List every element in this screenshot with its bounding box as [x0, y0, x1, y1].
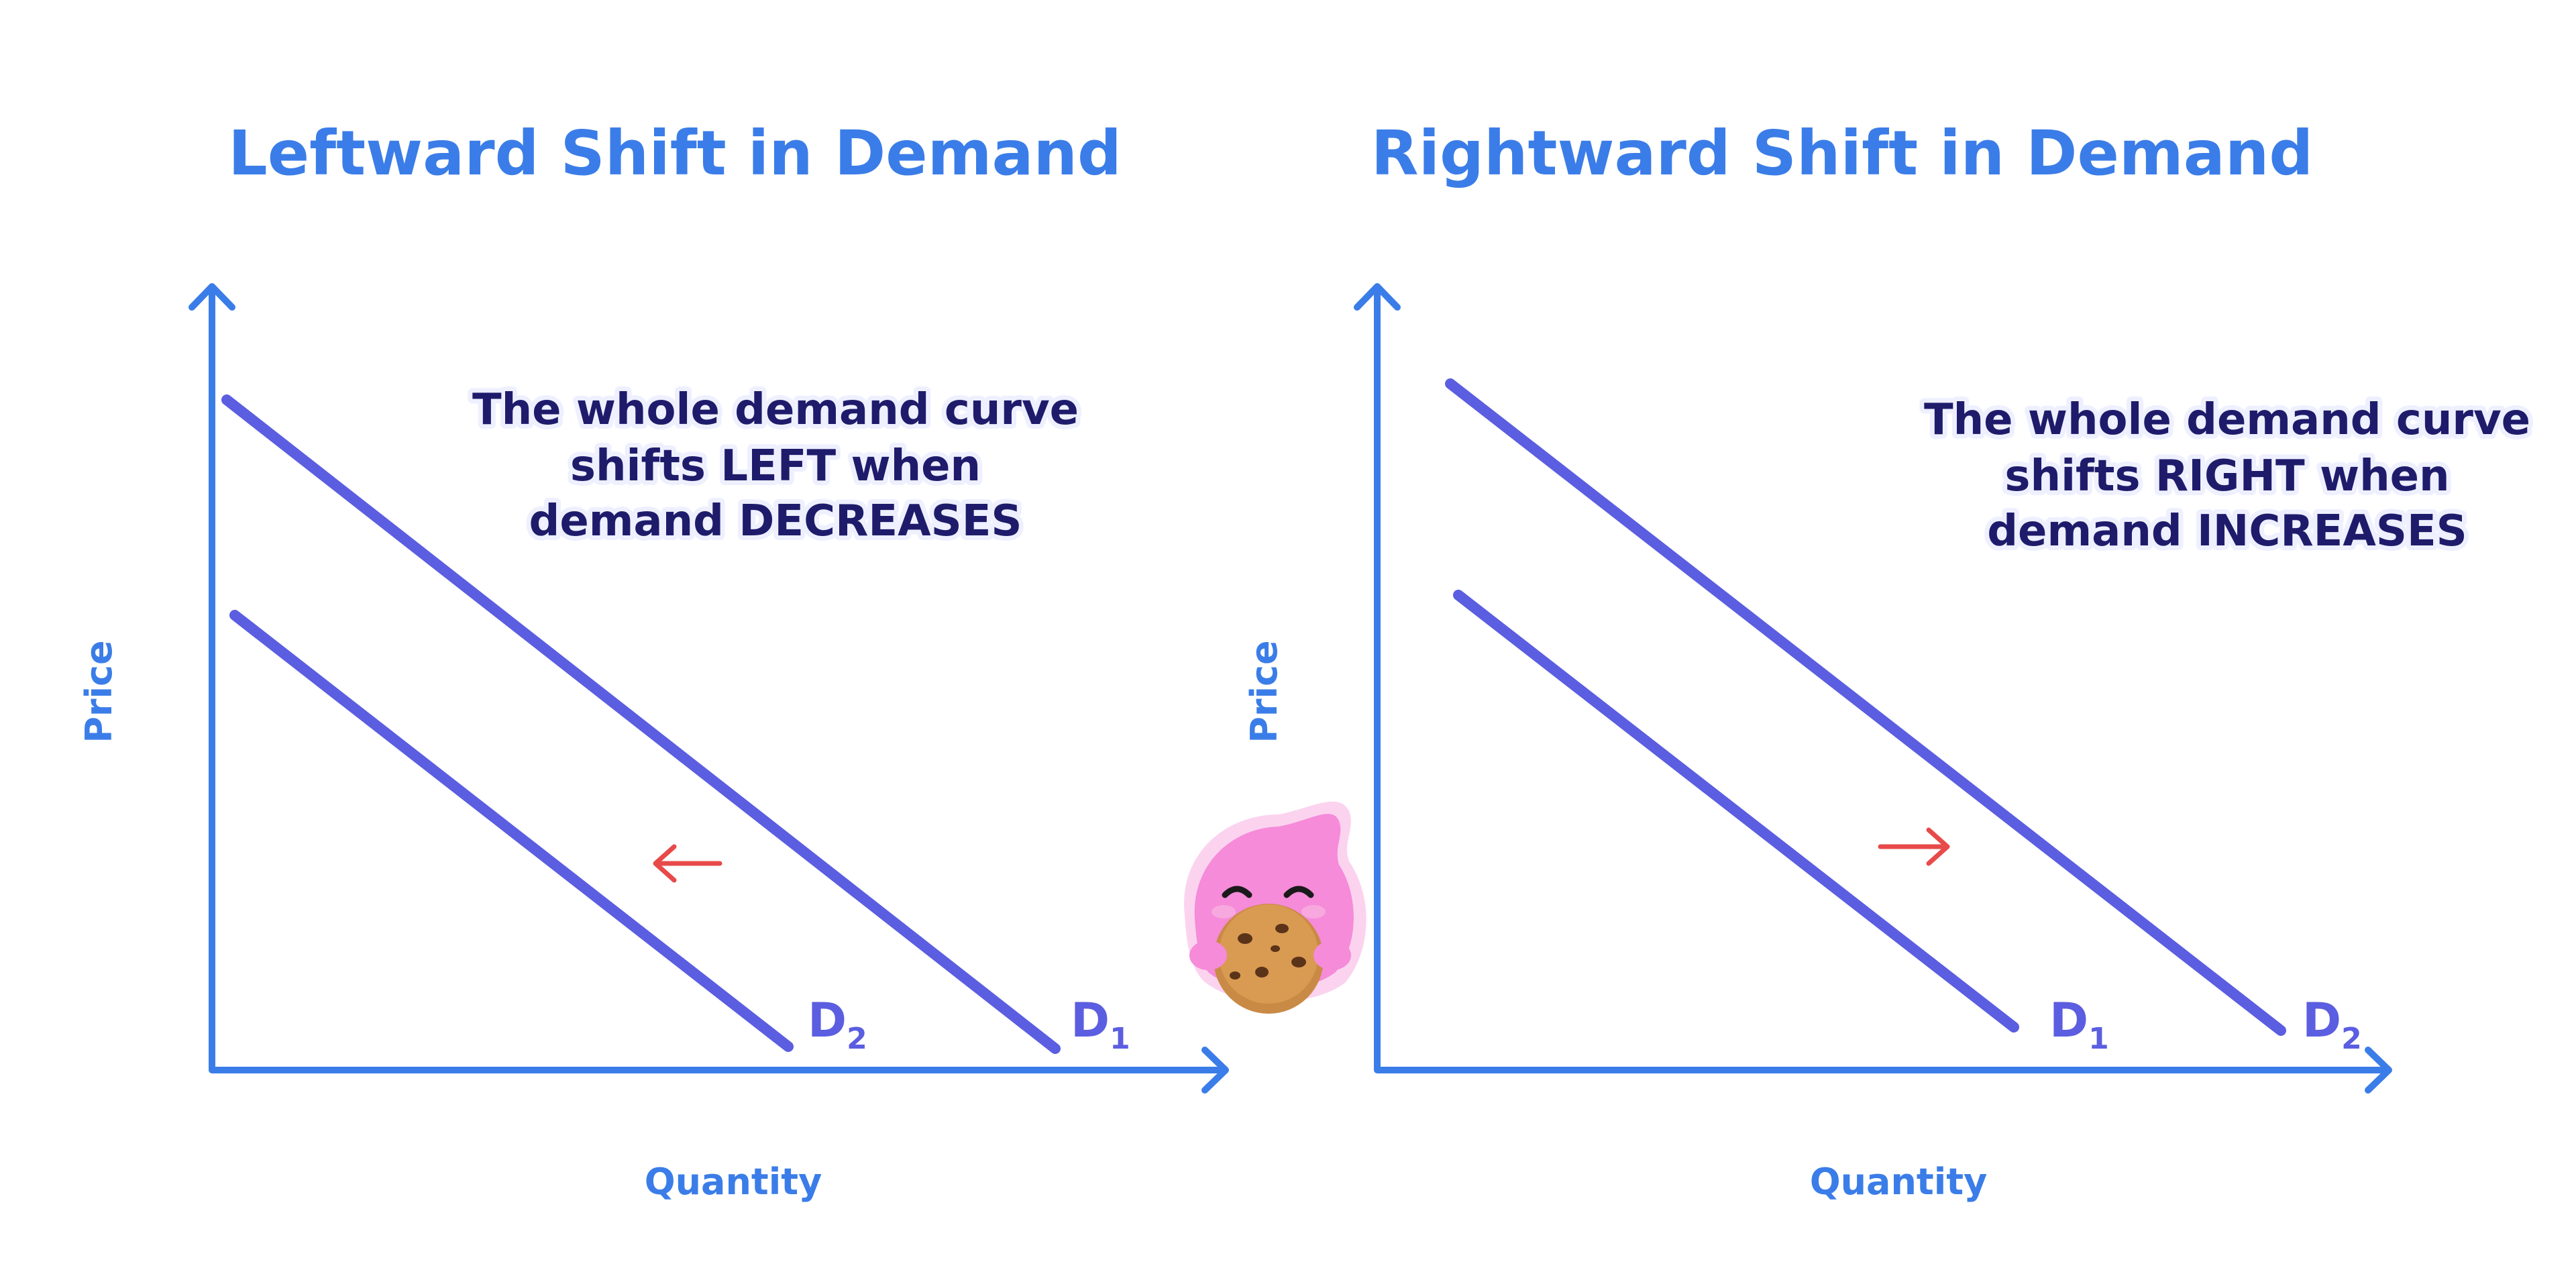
- curve-label: D2: [2302, 993, 2362, 1056]
- curve-label: D2: [808, 993, 867, 1056]
- note-line: The whole demand curve: [1924, 395, 2530, 445]
- demand-curve: [1445, 378, 2286, 1036]
- mascot-eyes: [1222, 886, 1314, 898]
- y-axis-label: Price: [78, 640, 120, 743]
- demand-curve: [1453, 590, 2019, 1033]
- panel-title: Leftward Shift in Demand: [228, 117, 1122, 189]
- y-axis-label: Price: [1243, 640, 1285, 743]
- shift-arrow: [653, 844, 722, 883]
- curve-letter: D: [2049, 993, 2088, 1048]
- demand-curve: [221, 394, 1061, 1054]
- note-line: shifts LEFT when: [570, 441, 981, 491]
- curve-subscript: 1: [2088, 1022, 2109, 1056]
- shift-arrow: [1878, 827, 1950, 866]
- mascot: [1184, 801, 1366, 1014]
- note-line: The whole demand curve: [472, 385, 1079, 435]
- curve-subscript: 2: [2341, 1022, 2362, 1056]
- x-axis-label: Quantity: [645, 1161, 822, 1203]
- mascot-cheek: [1212, 905, 1236, 918]
- curve-subscript: 2: [847, 1022, 867, 1056]
- note-line: demand DECREASES: [529, 496, 1022, 546]
- cookie-top: [1219, 904, 1318, 1004]
- curve-label: D1: [1071, 993, 1130, 1056]
- x-axis-label: Quantity: [1810, 1161, 1988, 1203]
- axes: [189, 283, 1229, 1094]
- curve-label: D1: [2049, 993, 2109, 1056]
- curve-letter: D: [1071, 993, 1110, 1048]
- curve-subscript: 1: [1110, 1022, 1130, 1056]
- axes: [1354, 283, 2392, 1094]
- right-panel: Rightward Shift in Demand The whole dema…: [1243, 117, 2535, 1203]
- left-panel: Leftward Shift in Demand The whole deman…: [78, 117, 1229, 1203]
- cookie-chips: [1230, 924, 1306, 980]
- note-line: demand INCREASES: [1987, 507, 2467, 556]
- curve-letter: D: [2302, 993, 2341, 1048]
- note-line: shifts RIGHT when: [2004, 452, 2449, 501]
- mascot-hand: [1189, 941, 1227, 970]
- curve-letter: D: [808, 993, 847, 1048]
- demand-curve: [229, 610, 794, 1052]
- panel-title: Rightward Shift in Demand: [1371, 117, 2313, 189]
- mascot-cheek: [1301, 905, 1326, 918]
- mascot-hand: [1313, 941, 1351, 970]
